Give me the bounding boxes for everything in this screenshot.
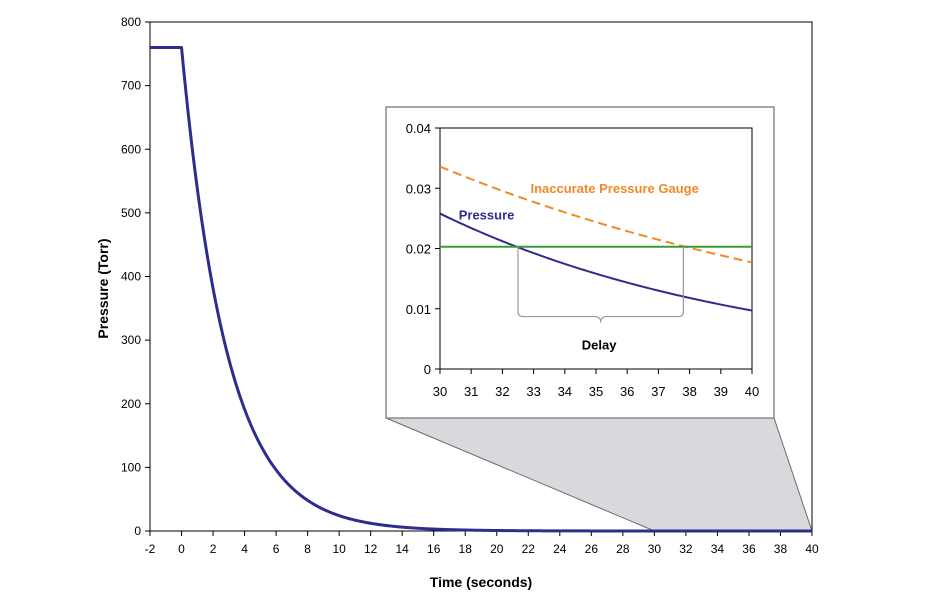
main-y-tick-label: 200 [121,397,141,411]
main-series-group [150,45,812,533]
main-y-tick-label: 300 [121,333,141,347]
main-x-tick-label: 4 [241,542,248,556]
main-y-axis-label: Pressure (Torr) [95,238,111,338]
inset-gauge-line [439,165,753,264]
main-x-tick-label: 24 [553,542,567,556]
main-x-tick-label: 2 [210,542,217,556]
main-x-tick-label: 22 [522,542,536,556]
inset-y-tick-label: 0.03 [406,181,431,196]
inset-x-tick-label: 33 [526,384,540,399]
main-x-tick-label: 18 [459,542,473,556]
main-y-tick-label: 100 [121,460,141,474]
main-x-tick-label: 0 [178,542,185,556]
main-x-tick-label: 16 [427,542,441,556]
ann-gauge-label: Inaccurate Pressure Gauge [530,181,698,196]
inset-series-group [439,165,753,312]
inset-axis-ticks: 0 0.01 0.02 0.03 0.04 30 31 32 33 34 35 36 37 38 39 40 [406,121,760,399]
main-y-tick-label: 500 [121,206,141,220]
inset-plot-area [439,127,753,370]
main-y-tick-label: 700 [121,79,141,93]
main-x-tick-label: 14 [396,542,410,556]
inset-x-tick-label: 39 [714,384,728,399]
main-pressure-line [150,45,812,533]
main-x-tick-label: 8 [304,542,311,556]
main-x-tick-label: 26 [585,542,599,556]
inset-x-tick-label: 35 [589,384,603,399]
main-y-tick-label: 400 [121,270,141,284]
inset-x-tick-label: 32 [495,384,509,399]
main-x-tick-label: 28 [616,542,630,556]
inset-x-tick-label: 36 [620,384,634,399]
inset-y-tick-label: 0 [424,362,431,377]
main-x-tick-label: 12 [364,542,378,556]
ann-delay-label: Delay [582,338,617,353]
inset-x-tick-label: 38 [682,384,696,399]
main-x-tick-label: 38 [774,542,788,556]
inset-x-tick-label: 37 [651,384,665,399]
main-x-tick-label: 10 [332,542,346,556]
main-y-tick-label: 800 [121,15,141,29]
inset-x-tick-label: 31 [464,384,478,399]
inset-x-tick-label: 30 [433,384,447,399]
inset-annotations: Pressure Inaccurate Pressure Gauge Delay [459,181,699,353]
main-x-tick-label: -2 [145,542,156,556]
main-x-tick-label: 6 [273,542,280,556]
ann-pressure-label: Pressure [459,208,515,223]
main-x-tick-label: 34 [711,542,725,556]
main-x-axis-label: Time (seconds) [430,574,532,590]
inset-y-tick-label: 0.04 [406,121,431,136]
inset-x-tick-label: 34 [558,384,572,399]
zoom-projection [385,417,813,532]
inset-x-tick-label: 40 [745,384,759,399]
main-x-tick-label: 36 [742,542,756,556]
inset-pressure-line [439,212,753,312]
main-x-tick-label: 20 [490,542,504,556]
main-y-tick-label: 0 [134,524,141,538]
inset-y-tick-label: 0.01 [406,302,431,317]
main-x-tick-label: 40 [805,542,819,556]
inset-y-tick-label: 0.02 [406,242,431,257]
main-x-tick-label: 32 [679,542,693,556]
main-y-tick-label: 600 [121,142,141,156]
delay-bracket [517,246,684,323]
main-x-tick-label: 30 [648,542,662,556]
